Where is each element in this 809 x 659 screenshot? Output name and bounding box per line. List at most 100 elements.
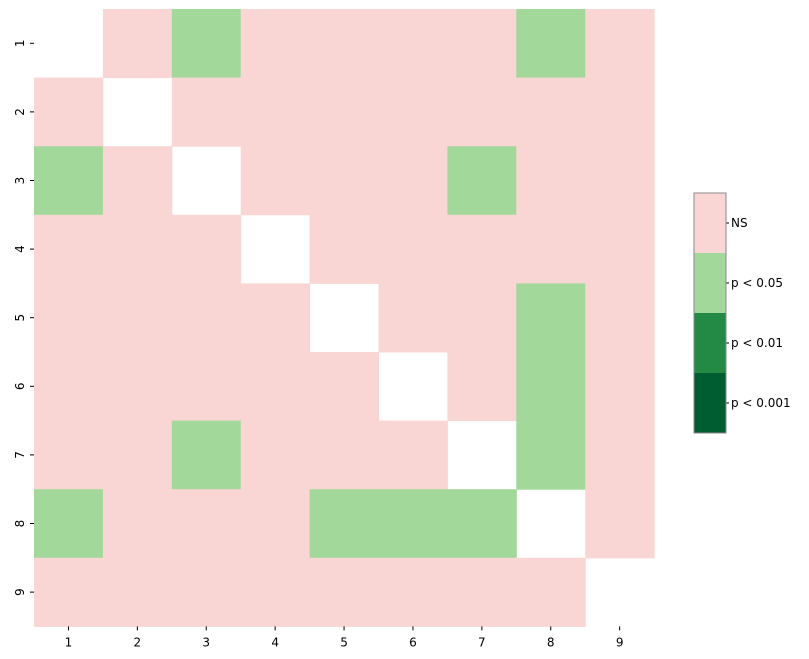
heatmap-cell-r1-c7	[447, 9, 517, 79]
heatmap-cell-r5-c7	[447, 283, 517, 353]
heatmap-cell-r8-c6	[378, 489, 448, 559]
heatmap-cell-r5-c6	[378, 283, 448, 353]
heatmap-cell-r7-c9	[585, 420, 655, 490]
heatmap-cell-r1-c2	[102, 9, 173, 79]
heatmap-cell-r7-c5	[309, 420, 379, 490]
x-tick-label: 7	[478, 635, 486, 649]
heatmap-cell-r6-c5	[309, 352, 379, 422]
x-tick-label: 5	[340, 635, 348, 649]
heatmap-cell-r2-c3	[171, 77, 242, 147]
heatmap-cell-r8-c9	[585, 489, 655, 559]
heatmap-cell-r2-c9	[585, 77, 655, 147]
heatmap-cell-r7-c8	[516, 420, 586, 490]
heatmap-cell-r6-c1	[34, 352, 104, 422]
y-tick-label: 9	[13, 588, 27, 596]
x-tick-label: 6	[409, 635, 417, 649]
y-tick-label: 7	[13, 451, 27, 459]
heatmap-cell-r6-c7	[447, 352, 517, 422]
x-tick-label: 1	[65, 635, 73, 649]
x-tick-label: 9	[616, 635, 624, 649]
heatmap-cell-r3-c2	[102, 146, 173, 216]
heatmap-cell-r6-c8	[516, 352, 586, 422]
heatmap-cell-r4-c5	[309, 214, 379, 284]
heatmap-cell-r9-c5	[309, 557, 379, 627]
heatmap-cell-r3-c7	[447, 146, 517, 216]
heatmap-cells	[34, 9, 655, 627]
heatmap-cell-r7-c6	[378, 420, 448, 490]
heatmap-cell-r7-c3	[171, 420, 242, 490]
legend-label-p05: p < 0.05	[731, 276, 783, 290]
heatmap-cell-r2-c5	[309, 77, 379, 147]
heatmap-cell-r6-c3	[171, 352, 242, 422]
legend-swatch-p001	[694, 373, 726, 434]
heatmap-cell-r9-c6	[378, 557, 448, 627]
heatmap-cell-r2-c7	[447, 77, 517, 147]
heatmap-cell-r8-c7	[447, 489, 517, 559]
heatmap-cell-r4-c7	[447, 214, 517, 284]
y-tick-label: 4	[13, 245, 27, 253]
heatmap-cell-r2-c1	[34, 77, 104, 147]
x-tick-label: 8	[547, 635, 555, 649]
heatmap-cell-r7-c1	[34, 420, 104, 490]
heatmap-cell-r8-c1	[34, 489, 104, 559]
heatmap-cell-r5-c2	[102, 283, 173, 353]
heatmap-cell-r6-c9	[585, 352, 655, 422]
heatmap-cell-r4-c8	[516, 214, 586, 284]
legend-label-p001: p < 0.001	[731, 396, 791, 410]
heatmap-cell-r1-c4	[240, 9, 311, 79]
heatmap-cell-r2-c6	[378, 77, 448, 147]
heatmap-cell-r1-c9	[585, 9, 655, 79]
heatmap-cell-r5-c4	[240, 283, 311, 353]
heatmap-cell-r3-c1	[34, 146, 104, 216]
legend-label-p01: p < 0.01	[731, 336, 783, 350]
heatmap-cell-r1-c3	[171, 9, 242, 79]
heatmap-cell-r2-c4	[240, 77, 311, 147]
heatmap-cell-r8-c3	[171, 489, 242, 559]
legend-swatch-NS	[694, 193, 726, 254]
x-axis: 1 2 3 4 5 6 7 8 9	[65, 626, 624, 649]
heatmap-cell-r5-c1	[34, 283, 104, 353]
y-tick-label: 5	[13, 314, 27, 322]
y-tick-label: 1	[13, 39, 27, 47]
heatmap-cell-r9-c7	[447, 557, 517, 627]
heatmap-cell-r9-c8	[516, 557, 586, 627]
x-tick-label: 3	[202, 635, 210, 649]
heatmap-cell-r9-c2	[102, 557, 173, 627]
legend-label-NS: NS	[731, 216, 748, 230]
heatmap-cell-r2-c8	[516, 77, 586, 147]
heatmap-cell-r4-c6	[378, 214, 448, 284]
heatmap-cell-r6-c2	[102, 352, 173, 422]
heatmap-cell-r3-c5	[309, 146, 379, 216]
y-tick-label: 2	[13, 108, 27, 116]
heatmap-cell-r9-c4	[240, 557, 311, 627]
heatmap-cell-r9-c1	[34, 557, 104, 627]
heatmap-cell-r5-c3	[171, 283, 242, 353]
y-tick-label: 8	[13, 520, 27, 528]
colorbar-legend: NS p < 0.05 p < 0.01 p < 0.001	[693, 192, 791, 434]
heatmap-cell-r4-c3	[171, 214, 242, 284]
heatmap-cell-r4-c1	[34, 214, 104, 284]
heatmap-cell-r8-c2	[102, 489, 173, 559]
heatmap-cell-r1-c6	[378, 9, 448, 79]
y-tick-label: 3	[13, 177, 27, 185]
legend-swatch-p05	[694, 253, 726, 314]
y-tick-label: 6	[13, 382, 27, 390]
heatmap-cell-r3-c6	[378, 146, 448, 216]
legend-swatch-p01	[694, 313, 726, 374]
heatmap-cell-r3-c4	[240, 146, 311, 216]
heatmap-cell-r8-c4	[240, 489, 311, 559]
heatmap-cell-r3-c8	[516, 146, 586, 216]
heatmap-cell-r5-c8	[516, 283, 586, 353]
heatmap-cell-r4-c2	[102, 214, 173, 284]
x-tick-label: 4	[271, 635, 279, 649]
heatmap-cell-r5-c9	[585, 283, 655, 353]
x-tick-label: 2	[134, 635, 142, 649]
heatmap-cell-r3-c9	[585, 146, 655, 216]
heatmap-cell-r4-c9	[585, 214, 655, 284]
heatmap-cell-r7-c4	[240, 420, 311, 490]
heatmap-cell-r6-c4	[240, 352, 311, 422]
heatmap-cell-r8-c5	[309, 489, 379, 559]
heatmap-cell-r1-c5	[309, 9, 379, 79]
